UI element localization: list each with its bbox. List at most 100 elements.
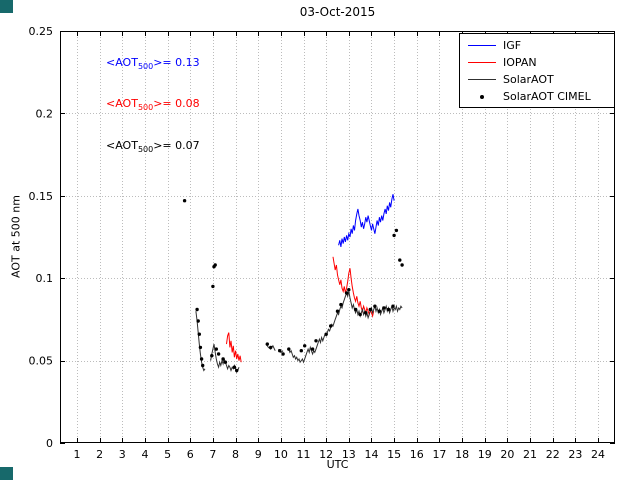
x-tick-label: 8 [232, 448, 239, 461]
x-tick-label: 24 [591, 448, 605, 461]
series-line-solaraot [195, 311, 206, 372]
series-line-iopan [226, 332, 242, 363]
legend-label: IOPAN [503, 56, 537, 69]
x-tick-label: 7 [209, 448, 216, 461]
series-point-solaraot-cimel [216, 352, 221, 356]
series-line-iopan [332, 256, 375, 318]
mean-aot-annotation-solaraot: <AOT500>= 0.07 [106, 139, 200, 154]
legend: IGF IOPAN SolarAOT SolarAOT CIMEL [459, 33, 615, 108]
y-tick-label: 0.25 [29, 25, 54, 38]
series-point-solaraot-cimel [213, 263, 217, 267]
series-point-solaraot-cimel [211, 284, 215, 289]
series-point-solaraot-cimel [281, 352, 285, 356]
series-point-solaraot-cimel [400, 263, 404, 267]
x-axis-label: UTC [326, 458, 349, 471]
series-point-solaraot-cimel [394, 228, 399, 233]
x-tick-label: 2 [96, 448, 103, 461]
x-tick-label: 20 [500, 448, 514, 461]
series-point-solaraot-cimel [235, 368, 239, 373]
y-tick-label: 0.2 [36, 107, 54, 120]
x-tick-label: 4 [141, 448, 148, 461]
x-tick-label: 22 [546, 448, 560, 461]
x-tick-label: 18 [455, 448, 469, 461]
corner-artifact-bottom-left [0, 467, 13, 480]
series-point-solaraot-cimel [353, 307, 358, 312]
annotation-text: <AOT [106, 56, 138, 69]
x-tick-label: 17 [432, 448, 446, 461]
corner-artifact-top-left [0, 0, 13, 13]
annotation-text: >= 0.07 [153, 139, 200, 152]
x-tick-label: 5 [164, 448, 171, 461]
x-tick-label: 1 [73, 448, 80, 461]
series-line-solaraot [265, 343, 276, 351]
series-point-solaraot-cimel [232, 365, 237, 369]
x-tick-label: 3 [119, 448, 126, 461]
series-point-solaraot-cimel [198, 345, 203, 350]
mean-aot-annotation-igf: <AOT500>= 0.13 [106, 56, 200, 71]
x-tick-label: 19 [478, 448, 492, 461]
legend-line-sample-solaraot [468, 79, 496, 80]
y-axis-label: AOT at 500 nm [9, 195, 23, 278]
series-point-solaraot-cimel [197, 332, 201, 336]
legend-label: IGF [503, 39, 522, 52]
legend-line-sample-igf [468, 45, 496, 46]
annotation-subscript: 500 [137, 145, 154, 155]
series-point-solaraot-cimel [265, 342, 269, 346]
series-point-solaraot-cimel [299, 349, 303, 353]
series-point-solaraot-cimel [344, 291, 349, 295]
x-tick-label: 10 [274, 448, 288, 461]
series-point-solaraot-cimel [373, 304, 377, 308]
series-point-solaraot-cimel [201, 363, 205, 368]
chart-title: 03-Oct-2015 [299, 5, 376, 19]
x-tick-label: 6 [187, 448, 194, 461]
legend-item-solaraot: SolarAOT [460, 71, 614, 88]
series-point-solaraot-cimel [314, 339, 318, 343]
x-tick-label: 15 [387, 448, 401, 461]
series-point-solaraot-cimel [269, 345, 273, 350]
legend-line-sample-iopan [468, 62, 496, 63]
series-point-solaraot-cimel [287, 347, 291, 351]
series-point-solaraot-cimel [214, 347, 218, 351]
annotation-text: <AOT [106, 97, 138, 110]
series-point-solaraot-cimel [339, 302, 343, 307]
x-tick-label: 13 [342, 448, 356, 461]
legend-label: SolarAOT CIMEL [503, 90, 591, 103]
series-point-solaraot-cimel [210, 354, 214, 358]
x-tick-label: 14 [364, 448, 378, 461]
x-tick-label: 11 [297, 448, 311, 461]
legend-item-iopan: IOPAN [460, 54, 614, 71]
series-line-igf [338, 194, 395, 247]
series-point-solaraot-cimel [382, 306, 386, 310]
legend-item-igf: IGF [460, 37, 614, 54]
series-point-solaraot-cimel [364, 311, 368, 315]
series-point-solaraot-cimel [196, 319, 200, 323]
mean-aot-annotation-iopan: <AOT500>= 0.08 [106, 97, 200, 112]
series-point-solaraot-cimel [310, 347, 315, 351]
series-point-solaraot-cimel [278, 349, 282, 353]
x-tick-label: 12 [319, 448, 333, 461]
legend-item-solaraot-cimel: SolarAOT CIMEL [460, 88, 614, 105]
series-point-solaraot-cimel [392, 233, 396, 238]
annotation-text: >= 0.13 [153, 56, 200, 69]
series-point-solaraot-cimel [386, 307, 391, 312]
legend-marker-sample-cimel [468, 92, 496, 102]
series-point-solaraot-cimel [335, 309, 340, 313]
series-point-solaraot-cimel [329, 324, 333, 328]
series-point-solaraot-cimel [391, 304, 395, 308]
annotation-subscript: 500 [137, 103, 154, 113]
annotation-subscript: 500 [137, 62, 154, 72]
series-point-solaraot-cimel [182, 199, 187, 203]
series-point-solaraot-cimel [398, 258, 402, 262]
x-tick-label: 9 [255, 448, 262, 461]
annotation-text: >= 0.08 [153, 97, 200, 110]
annotation-text: <AOT [106, 139, 138, 152]
series-point-solaraot-cimel [199, 357, 204, 361]
series-point-solaraot-cimel [303, 344, 307, 348]
series-point-solaraot-cimel [195, 307, 199, 312]
y-tick-label: 0.05 [29, 355, 54, 368]
x-tick-label: 21 [523, 448, 537, 461]
legend-dot-marker [480, 94, 484, 99]
y-tick-label: 0.15 [29, 190, 54, 203]
